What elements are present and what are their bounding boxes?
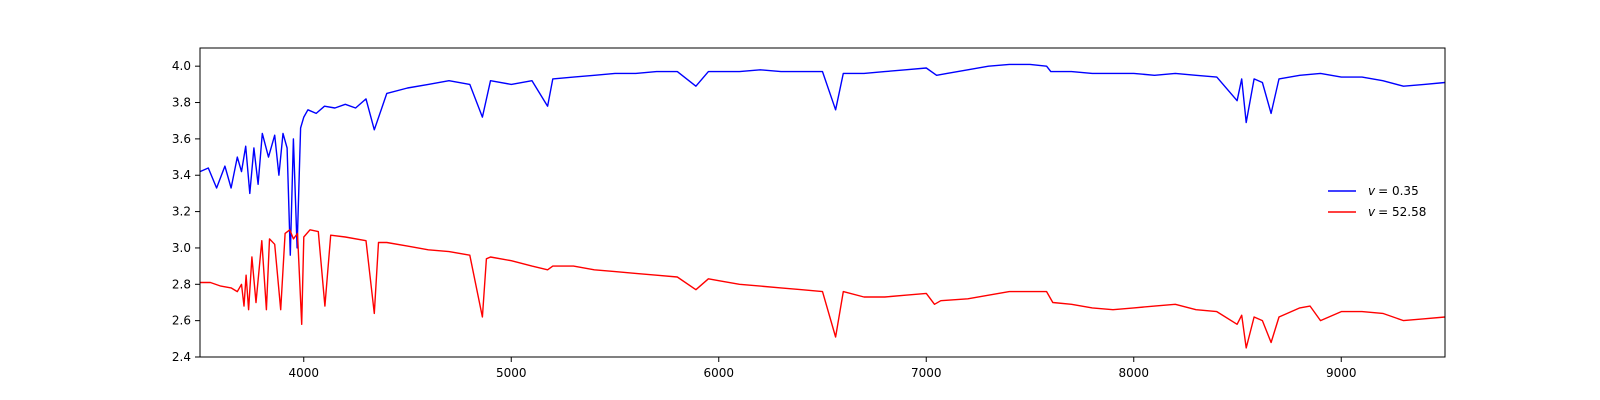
y-tick-label: 4.0 (172, 59, 191, 73)
y-tick-label: 2.6 (172, 314, 191, 328)
x-tick-label: 5000 (496, 366, 527, 380)
legend-variable: v (1368, 205, 1376, 219)
y-tick-label: 3.4 (172, 168, 191, 182)
y-tick-label: 2.8 (172, 277, 191, 291)
legend-variable: v (1368, 184, 1376, 198)
legend-value: = 0.35 (1378, 184, 1419, 198)
x-tick-label: 9000 (1326, 366, 1357, 380)
y-tick-label: 3.6 (172, 132, 191, 146)
x-tick-label: 6000 (703, 366, 734, 380)
legend-value: = 52.58 (1378, 205, 1426, 219)
x-axis: 4000 5000 6000 7000 8000 9000 (288, 357, 1357, 380)
series-layer (199, 63, 1446, 349)
y-tick-label: 3.0 (172, 241, 191, 255)
series-line-0 (199, 63, 1446, 256)
x-tick-label: 8000 (1118, 366, 1149, 380)
y-tick-label: 3.2 (172, 205, 191, 219)
legend-entry-1: v = 52.58 (1368, 205, 1426, 219)
series-line-1 (200, 229, 1446, 349)
legend: v = 0.35v = 52.58 (1328, 184, 1426, 219)
y-tick-label: 2.4 (172, 350, 191, 364)
y-axis: 2.4 2.6 2.8 3.0 3.2 3.4 3.6 3.8 4.0 (172, 59, 200, 364)
y-tick-label: 3.8 (172, 96, 191, 110)
x-tick-label: 4000 (288, 366, 319, 380)
x-tick-label: 7000 (911, 366, 942, 380)
legend-entry-0: v = 0.35 (1368, 184, 1419, 198)
plot-frame (199, 47, 1446, 358)
